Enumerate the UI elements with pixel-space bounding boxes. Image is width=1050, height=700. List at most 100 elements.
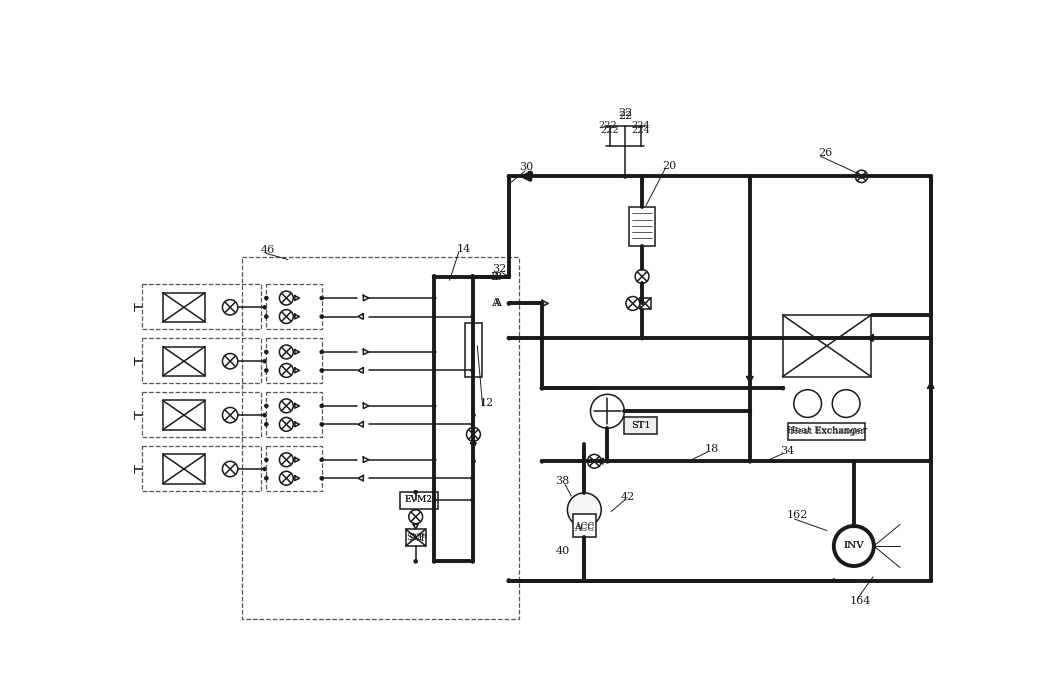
Circle shape (408, 510, 422, 524)
Bar (267, 392, 321, 437)
Circle shape (852, 524, 856, 528)
Circle shape (414, 490, 418, 494)
Circle shape (320, 458, 323, 462)
Circle shape (567, 493, 602, 526)
Text: ACC: ACC (574, 522, 594, 531)
Text: 42: 42 (622, 493, 635, 503)
Text: B: B (490, 272, 499, 281)
Circle shape (265, 368, 268, 372)
Circle shape (640, 174, 644, 179)
Circle shape (748, 386, 752, 390)
Bar (573, 514, 596, 537)
Circle shape (466, 428, 481, 441)
Circle shape (507, 579, 510, 582)
Text: 14: 14 (457, 244, 470, 254)
Circle shape (470, 274, 475, 279)
Circle shape (590, 394, 625, 428)
Circle shape (320, 368, 323, 372)
Text: EVM2: EVM2 (405, 496, 433, 504)
Text: 222: 222 (601, 126, 619, 134)
Circle shape (540, 386, 544, 390)
Text: SVP: SVP (406, 533, 425, 542)
Circle shape (279, 417, 293, 431)
Circle shape (471, 459, 476, 463)
Text: A: A (494, 298, 501, 309)
Text: ST1: ST1 (631, 421, 650, 430)
Circle shape (852, 459, 856, 463)
Circle shape (794, 390, 821, 417)
Circle shape (470, 559, 475, 564)
Circle shape (262, 413, 267, 417)
Text: 40: 40 (555, 547, 570, 556)
Circle shape (833, 390, 860, 417)
Circle shape (832, 579, 836, 582)
Text: 222: 222 (598, 121, 617, 130)
Circle shape (223, 300, 237, 315)
Circle shape (279, 453, 293, 467)
Circle shape (748, 336, 752, 340)
Circle shape (265, 350, 268, 354)
Circle shape (856, 170, 867, 183)
Text: 162: 162 (786, 510, 809, 520)
Text: Heat Exchanger: Heat Exchanger (786, 426, 867, 435)
Bar (142, 392, 260, 437)
Circle shape (929, 459, 932, 463)
Text: B: B (494, 272, 501, 281)
Circle shape (279, 399, 293, 413)
Circle shape (470, 314, 475, 318)
Circle shape (279, 309, 293, 323)
Text: 38: 38 (554, 475, 569, 486)
Bar (267, 284, 321, 329)
Circle shape (507, 579, 510, 582)
Bar (782, 315, 872, 377)
Circle shape (626, 297, 639, 310)
Circle shape (433, 458, 436, 462)
Circle shape (279, 345, 293, 359)
Circle shape (624, 174, 627, 179)
Circle shape (507, 174, 510, 179)
Circle shape (320, 314, 323, 318)
Text: 34: 34 (780, 445, 794, 456)
Circle shape (265, 476, 268, 480)
Circle shape (433, 274, 436, 279)
Text: 18: 18 (705, 444, 718, 454)
Circle shape (265, 314, 268, 318)
Circle shape (540, 386, 544, 390)
Bar (163, 454, 205, 484)
Text: 20: 20 (662, 162, 676, 172)
Bar (405, 529, 425, 546)
Circle shape (748, 410, 752, 413)
Circle shape (470, 498, 475, 502)
Bar (163, 346, 205, 376)
Text: 22: 22 (618, 111, 632, 121)
Circle shape (507, 274, 510, 279)
Text: EVM2: EVM2 (405, 496, 433, 504)
Text: INV: INV (843, 542, 864, 550)
Circle shape (929, 313, 932, 317)
Circle shape (320, 404, 323, 408)
Bar (163, 400, 205, 430)
Circle shape (433, 274, 436, 279)
Circle shape (262, 467, 267, 471)
Circle shape (929, 579, 932, 582)
Circle shape (470, 274, 475, 279)
Circle shape (540, 459, 544, 463)
Circle shape (433, 350, 436, 354)
Circle shape (320, 476, 323, 480)
Text: 12: 12 (480, 398, 494, 408)
Bar (639, 298, 651, 309)
Circle shape (320, 296, 323, 300)
Circle shape (320, 422, 323, 426)
Circle shape (262, 359, 267, 363)
Text: 26: 26 (818, 148, 833, 158)
Circle shape (265, 458, 268, 462)
Circle shape (470, 422, 475, 426)
Bar (142, 284, 260, 329)
Bar (267, 446, 321, 491)
Bar (267, 338, 321, 383)
Circle shape (606, 459, 609, 463)
Circle shape (320, 350, 323, 354)
Circle shape (834, 526, 874, 566)
Circle shape (540, 302, 544, 305)
Circle shape (279, 363, 293, 377)
